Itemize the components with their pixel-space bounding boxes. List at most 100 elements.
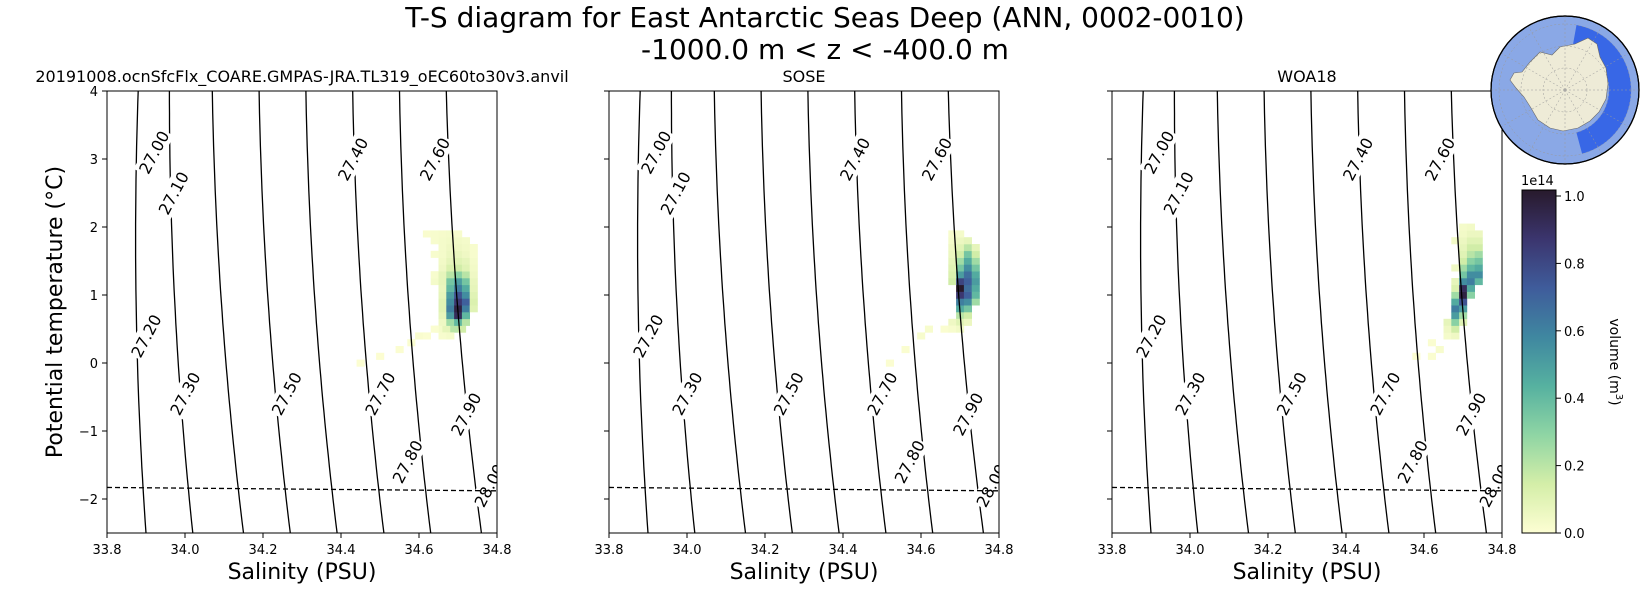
volume-cell (1459, 257, 1468, 265)
isopycnal-line (1403, 91, 1437, 533)
volume-cell (1474, 257, 1483, 265)
colorbar-bar (1521, 189, 1557, 534)
isopycnal-label-bg (655, 167, 696, 219)
volume-cell (956, 291, 965, 299)
volume-cell (971, 244, 980, 252)
volume-cell (454, 264, 463, 272)
isopycnal-label: 27.30 (666, 367, 708, 420)
volume-cell (1474, 278, 1483, 286)
volume-cell (469, 305, 478, 313)
volume-cell (1466, 284, 1475, 292)
y-tick-label: 1 (90, 289, 98, 304)
isopycnal-label: 27.70 (359, 367, 401, 420)
x-tick-label: 34.0 (673, 543, 702, 558)
panel-plot-area: 27.0027.1027.2027.3027.4027.5027.6027.70… (1034, 91, 1502, 533)
volume-cell (971, 264, 980, 272)
volume-cell (461, 264, 470, 272)
map-meridian (1527, 25, 1566, 91)
isopycnal-label-text: 27.80 (1394, 437, 1432, 486)
isopycnal-line (445, 91, 483, 533)
isopycnal-label-bg (359, 367, 401, 420)
colorbar-tick-label: 0.4 (1564, 392, 1585, 407)
colorbar-tick-label: 0.0 (1564, 527, 1585, 542)
panel-title: WOA18 (1277, 67, 1336, 86)
volume-cell (461, 291, 470, 299)
isopycnal-label-text: 27.80 (891, 437, 929, 486)
panel-plot-area: 27.0027.1027.2027.3027.4027.5027.6027.70… (531, 91, 999, 533)
volume-cell (963, 257, 972, 265)
volume-cell (1466, 223, 1475, 231)
volume-cell (948, 264, 957, 272)
volume-cell (395, 346, 404, 354)
volume-cell (948, 237, 957, 245)
isopycnal-label-bg (332, 133, 373, 185)
isopycnal-line (1034, 91, 1096, 533)
isopycnal-label: 27.00 (133, 126, 174, 179)
volume-cell (1459, 244, 1468, 252)
volume-cell (1459, 237, 1468, 245)
x-tick-label: 34.8 (483, 543, 512, 558)
volume-cell (963, 250, 972, 258)
volume-cell (438, 278, 447, 286)
volume-cell (1427, 339, 1436, 347)
isopycnal-label-bg (971, 459, 999, 512)
volume-cell (438, 257, 447, 265)
volume-cell (963, 278, 972, 286)
volume-cell (901, 346, 910, 354)
volume-cell (1459, 298, 1468, 306)
volume-cell (454, 257, 463, 265)
isopycnal-label: 27.40 (1337, 133, 1378, 185)
isopycnal-line (168, 91, 194, 533)
isopycnal-label: 27.20 (627, 309, 669, 362)
volume-cell (438, 332, 447, 340)
isopycnal-label-text: 27.20 (1132, 311, 1170, 360)
volume-cell (446, 284, 455, 292)
isopycnal-label: 27.90 (1450, 388, 1491, 440)
isopycnal-line (1173, 91, 1199, 533)
volume-cell (438, 318, 447, 326)
isopycnal-label-bg (133, 126, 174, 179)
volume-cell (963, 318, 972, 326)
isopycnal-label-text: 27.80 (389, 437, 427, 486)
x-tick-label: 33.8 (93, 543, 122, 558)
map-region (1572, 25, 1632, 154)
isopycnal-label: 27.10 (153, 167, 194, 219)
isopycnal-label-bg (445, 388, 486, 440)
volume-cell (948, 318, 957, 326)
colorbar-multiplier: 1e14 (1521, 174, 1554, 189)
map-meridian (1527, 89, 1566, 155)
x-axis-label: Salinity (PSU) (1233, 560, 1382, 585)
isopycnal-line (531, 91, 593, 533)
volume-cell (1474, 230, 1483, 238)
colorbar-tick-label: 0.6 (1564, 325, 1585, 340)
map-meridian (1564, 89, 1630, 128)
map-border (1490, 15, 1640, 165)
volume-cell (469, 264, 478, 272)
x-tick-label: 34.2 (1254, 543, 1283, 558)
volume-cell (430, 278, 439, 286)
volume-cell (956, 298, 965, 306)
x-axis-label: Salinity (PSU) (730, 560, 879, 585)
isopycnal-line (713, 91, 747, 533)
isopycnal-line (1263, 91, 1296, 533)
volume-cell (956, 278, 965, 286)
isopycnal-line (211, 91, 245, 533)
volume-cell (446, 312, 455, 320)
volume-cell (956, 318, 965, 326)
ts-panel-2: 27.0027.1027.2027.3027.4027.5027.6027.70… (531, 67, 1014, 585)
volume-cell (963, 298, 972, 306)
volume-cell (971, 257, 980, 265)
volume-cell (461, 298, 470, 306)
volume-cell (438, 244, 447, 252)
volume-cell (438, 312, 447, 320)
volume-cell (454, 318, 463, 326)
map-meridian (1500, 89, 1566, 128)
isopycnal-label-bg (635, 126, 676, 179)
volume-cell (1474, 244, 1483, 252)
y-tick-label: 3 (90, 153, 98, 168)
volume-cell (1459, 271, 1468, 279)
volume-cell (458, 325, 467, 333)
colorbar: 0.0 0.2 0.4 0.6 0.8 1.0 1e14 volume (m3) (1521, 174, 1624, 542)
volume-cell (450, 325, 459, 333)
volume-cell (1451, 291, 1460, 299)
